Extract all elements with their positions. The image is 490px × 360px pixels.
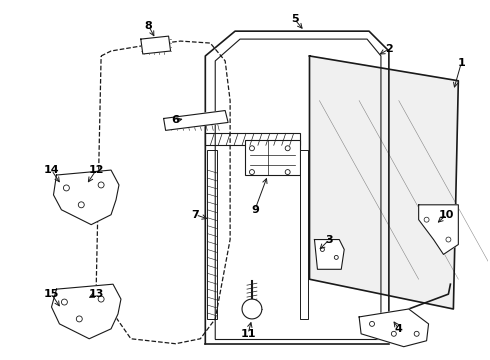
- Polygon shape: [164, 111, 228, 130]
- Text: 1: 1: [458, 58, 465, 68]
- Text: 8: 8: [145, 21, 152, 31]
- Text: 6: 6: [172, 116, 179, 126]
- FancyBboxPatch shape: [205, 133, 299, 145]
- Text: 3: 3: [325, 234, 333, 244]
- FancyBboxPatch shape: [207, 150, 217, 319]
- Polygon shape: [310, 56, 458, 309]
- FancyBboxPatch shape: [299, 150, 308, 319]
- Text: 15: 15: [44, 289, 59, 299]
- Text: 10: 10: [439, 210, 454, 220]
- Text: 9: 9: [251, 205, 259, 215]
- Polygon shape: [141, 36, 171, 54]
- Text: 7: 7: [192, 210, 199, 220]
- Text: 11: 11: [240, 329, 256, 339]
- Text: 5: 5: [291, 14, 298, 24]
- Circle shape: [242, 299, 262, 319]
- FancyBboxPatch shape: [245, 140, 299, 175]
- Text: 14: 14: [44, 165, 59, 175]
- Polygon shape: [53, 170, 119, 225]
- Polygon shape: [359, 309, 429, 347]
- Polygon shape: [418, 205, 458, 255]
- Polygon shape: [51, 284, 121, 339]
- Polygon shape: [315, 239, 344, 269]
- Text: 12: 12: [88, 165, 104, 175]
- Text: 2: 2: [385, 44, 393, 54]
- Text: 4: 4: [395, 324, 403, 334]
- Text: 13: 13: [89, 289, 104, 299]
